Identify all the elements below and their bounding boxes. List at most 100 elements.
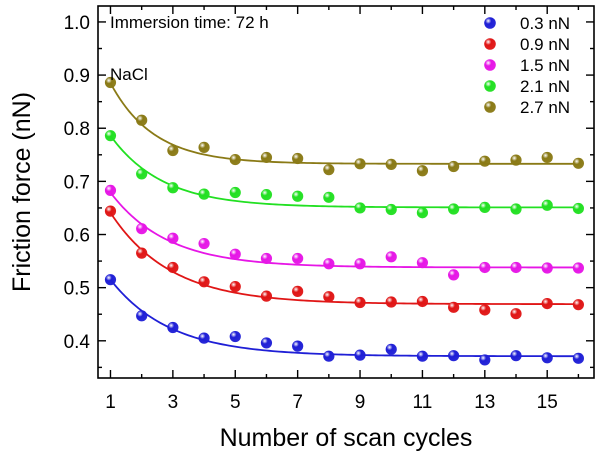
data-point bbox=[479, 261, 491, 274]
legend-marker bbox=[484, 80, 496, 92]
x-tick-label: 9 bbox=[355, 392, 366, 413]
data-point bbox=[323, 350, 335, 362]
data-point bbox=[572, 157, 585, 169]
y-tick-label: 0.9 bbox=[64, 66, 90, 87]
data-point bbox=[572, 299, 585, 311]
x-axis-title: Number of scan cycles bbox=[220, 424, 473, 452]
data-point bbox=[167, 182, 179, 194]
data-point bbox=[260, 337, 273, 349]
legend-label: 1.5 nN bbox=[520, 56, 570, 75]
data-point bbox=[510, 350, 522, 362]
x-tick-label: 13 bbox=[474, 392, 495, 413]
legend-marker bbox=[484, 59, 496, 71]
data-point bbox=[229, 186, 241, 199]
data-point bbox=[479, 201, 491, 214]
x-tick-label: 5 bbox=[230, 392, 241, 413]
data-point bbox=[229, 248, 241, 260]
data-point bbox=[198, 276, 210, 288]
data-point bbox=[416, 165, 429, 177]
data-point bbox=[229, 153, 241, 166]
data-point bbox=[416, 207, 429, 219]
x-tick-label: 1 bbox=[105, 392, 116, 413]
legend-label: 0.3 nN bbox=[520, 14, 570, 33]
data-point bbox=[354, 296, 366, 309]
data-point bbox=[572, 202, 585, 215]
data-point bbox=[323, 258, 335, 270]
data-point bbox=[385, 158, 397, 170]
y-tick-label: 1.0 bbox=[64, 13, 90, 34]
data-point bbox=[167, 232, 179, 244]
data-point bbox=[167, 261, 179, 274]
data-point bbox=[167, 144, 179, 157]
data-point bbox=[260, 252, 273, 265]
fit-curves bbox=[109, 82, 579, 358]
data-point bbox=[104, 274, 117, 286]
axis-ticks bbox=[98, 6, 594, 378]
data-point bbox=[292, 285, 304, 297]
fit-curve bbox=[109, 279, 579, 358]
data-point bbox=[541, 352, 553, 364]
x-tick-label: 15 bbox=[537, 392, 558, 413]
data-point bbox=[354, 158, 366, 170]
data-point bbox=[510, 308, 522, 320]
data-point bbox=[104, 76, 117, 89]
y-tick-label: 0.4 bbox=[64, 332, 91, 353]
data-point bbox=[260, 189, 273, 201]
data-point bbox=[198, 141, 210, 153]
data-point bbox=[510, 203, 522, 215]
data-point bbox=[136, 223, 148, 235]
x-tick-label: 7 bbox=[292, 392, 303, 413]
data-point bbox=[385, 251, 397, 263]
data-point bbox=[416, 350, 429, 362]
annotation-salt: NaCl bbox=[110, 65, 148, 84]
legend-marker bbox=[484, 38, 496, 50]
data-point bbox=[448, 203, 460, 215]
data-point bbox=[292, 190, 304, 202]
plot-frame bbox=[97, 5, 595, 379]
data-point bbox=[354, 349, 366, 361]
data-point bbox=[510, 261, 522, 274]
y-tick-label: 0.7 bbox=[64, 172, 90, 193]
data-point bbox=[292, 252, 304, 265]
data-point bbox=[479, 155, 491, 167]
data-point bbox=[323, 191, 335, 203]
data-point bbox=[479, 304, 491, 316]
data-point bbox=[385, 203, 397, 216]
y-tick-label: 0.8 bbox=[64, 119, 90, 140]
data-point bbox=[167, 321, 179, 334]
data-point bbox=[136, 310, 148, 322]
data-point bbox=[541, 199, 553, 211]
data-point bbox=[260, 151, 273, 164]
data-point bbox=[229, 330, 241, 343]
data-point bbox=[198, 188, 210, 200]
data-point bbox=[104, 184, 117, 197]
data-point bbox=[136, 114, 148, 126]
fit-curve bbox=[109, 82, 579, 165]
data-point bbox=[323, 291, 335, 303]
data-point bbox=[416, 295, 429, 308]
data-point bbox=[323, 164, 335, 176]
data-point bbox=[541, 298, 553, 310]
annotation-immersion-time: Immersion time: 72 h bbox=[110, 13, 269, 32]
data-point bbox=[354, 202, 366, 214]
data-point bbox=[136, 247, 148, 259]
data-point bbox=[260, 290, 273, 302]
data-point bbox=[479, 354, 491, 366]
data-point bbox=[385, 343, 397, 355]
fit-curve bbox=[109, 212, 579, 305]
data-point bbox=[385, 296, 397, 308]
y-tick-label: 0.5 bbox=[64, 279, 90, 300]
data-point bbox=[198, 237, 210, 250]
y-tick-label: 0.6 bbox=[64, 226, 90, 247]
data-point bbox=[448, 350, 460, 362]
data-point bbox=[572, 352, 585, 364]
data-point bbox=[229, 280, 241, 293]
data-point bbox=[354, 258, 366, 270]
fit-curve bbox=[109, 135, 579, 209]
data-point bbox=[136, 168, 148, 180]
legend: 0.3 nN 0.9 nN 1.5 nN 2.1 nN 2.7 nN bbox=[484, 14, 570, 117]
data-point bbox=[416, 257, 429, 269]
data-point bbox=[541, 151, 553, 164]
data-point bbox=[448, 301, 460, 313]
